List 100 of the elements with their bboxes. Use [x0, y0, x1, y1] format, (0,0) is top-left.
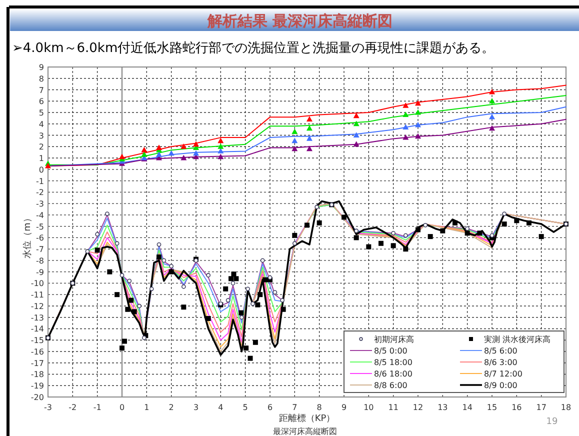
- y-tick-label: -13: [30, 313, 44, 322]
- point: [292, 138, 298, 144]
- point: [292, 232, 298, 238]
- point: [122, 338, 127, 344]
- point: [258, 292, 263, 298]
- point: [181, 284, 186, 289]
- point: [366, 244, 372, 250]
- point: [402, 112, 409, 117]
- point: [223, 286, 228, 292]
- point: [464, 230, 470, 236]
- point: [156, 242, 162, 247]
- point: [342, 214, 346, 220]
- y-tick-label: 9: [38, 63, 44, 72]
- point: [526, 220, 532, 226]
- point: [391, 230, 396, 236]
- point: [502, 212, 507, 216]
- y-tick-label: 6: [38, 97, 44, 106]
- point: [306, 146, 312, 152]
- legend-label: 8/8 6:00: [374, 381, 408, 390]
- legend-label: 初期河床高: [374, 335, 414, 344]
- point: [250, 301, 255, 306]
- y-tick-label: -17: [30, 358, 44, 368]
- point: [246, 286, 250, 292]
- point: [128, 298, 134, 303]
- point: [218, 154, 224, 160]
- point: [415, 133, 421, 139]
- point: [107, 269, 112, 274]
- point: [268, 275, 272, 280]
- legend-label: 8/9 0:00: [484, 381, 518, 390]
- point: [193, 141, 199, 147]
- point: [181, 304, 186, 310]
- y-tick-label: -18: [30, 370, 44, 380]
- y-tick-label: 8: [38, 74, 44, 84]
- point: [272, 290, 278, 295]
- point: [114, 241, 120, 246]
- y-tick-label: -11: [30, 290, 44, 300]
- point: [280, 306, 286, 312]
- text: 最深河床高縦断図: [273, 427, 337, 436]
- point: [114, 292, 120, 298]
- x-tick-label: 2: [168, 403, 174, 412]
- legend-label: 8/5 18:00: [374, 358, 412, 367]
- point: [180, 143, 187, 149]
- point: [169, 264, 174, 268]
- point: [428, 234, 433, 240]
- point: [238, 310, 244, 316]
- y-tick-label: -20: [30, 393, 44, 402]
- point: [306, 125, 312, 131]
- point: [416, 227, 420, 232]
- point: [162, 258, 166, 263]
- point: [94, 248, 100, 253]
- y-tick-label: 0: [38, 165, 44, 174]
- point: [226, 298, 230, 302]
- point: [314, 204, 320, 210]
- point: [280, 298, 285, 302]
- point: [403, 233, 408, 238]
- y-tick-label: -1: [36, 176, 44, 186]
- point: [234, 276, 239, 282]
- point: [292, 128, 298, 134]
- x-tick-label: 12: [412, 403, 424, 412]
- legend-label: 実測 洪水後河床高: [484, 335, 551, 344]
- point: [105, 212, 110, 216]
- point: [292, 146, 298, 152]
- point: [120, 346, 124, 351]
- point: [489, 114, 495, 120]
- point: [353, 120, 360, 126]
- point: [489, 98, 495, 104]
- y-tick-label: -19: [30, 382, 44, 391]
- point: [262, 277, 268, 282]
- x-tick-label: 1: [144, 403, 150, 412]
- point: [180, 154, 187, 160]
- point: [306, 135, 312, 141]
- x-tick-label: 15: [486, 403, 498, 412]
- x-tick-label: 18: [560, 403, 572, 412]
- y-tick-label: -2: [36, 188, 44, 198]
- point: [260, 258, 265, 263]
- chart-subtitle: ➢4.0km～6.0km付近低水路蛇行部での洗掘位置と洗掘量の再現性に課題がある。: [12, 41, 495, 56]
- y-tick-label: -16: [30, 347, 44, 356]
- x-tick-label: 10: [364, 403, 374, 412]
- y-tick-label: -14: [30, 324, 44, 334]
- point: [239, 315, 244, 320]
- point: [402, 134, 409, 140]
- point: [415, 100, 421, 106]
- x-tick-label: -2: [68, 403, 77, 412]
- y-axis-title: 水位（m）: [22, 214, 33, 258]
- y-tick-label: -15: [30, 336, 44, 346]
- x-tick-label: -1: [93, 403, 102, 412]
- point: [156, 144, 162, 150]
- y-tick-label: -3: [36, 200, 44, 209]
- point: [353, 141, 360, 147]
- point: [316, 220, 322, 226]
- y-tick-label: -10: [30, 279, 44, 288]
- x-tick-label: 17: [536, 403, 546, 412]
- point: [85, 249, 90, 254]
- point: [142, 336, 146, 340]
- x-tick-label: -3: [44, 403, 52, 412]
- y-tick-label: 4: [38, 120, 44, 129]
- point: [514, 218, 520, 224]
- point: [423, 222, 428, 228]
- x-tick-label: 9: [341, 403, 347, 412]
- point: [440, 228, 446, 234]
